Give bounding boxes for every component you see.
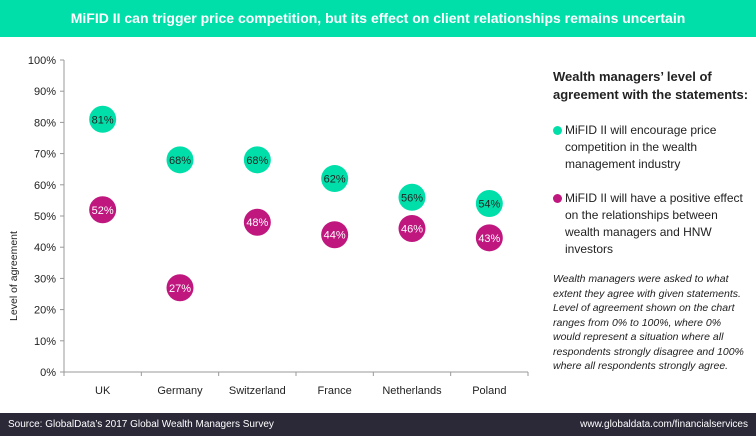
y-tick-label: 90% (34, 86, 56, 98)
legend-item-relationships: MiFID II will have a positive effect on … (553, 190, 753, 258)
data-label: 68% (246, 155, 268, 167)
x-tick-label: Switzerland (229, 385, 286, 397)
magenta-dot-icon (553, 194, 562, 203)
teal-dot-icon (553, 126, 562, 135)
data-point-relationships (475, 224, 503, 252)
bubble-chart: 0% 10% 20% 30% 40% 50% 60% 70% 80% 90% 100% UK Germa… (8, 55, 529, 397)
data-label: 48% (246, 217, 268, 229)
y-tick-label: 80% (34, 117, 56, 129)
data-point-price-competition (321, 165, 349, 193)
x-tick-label: Netherlands (382, 385, 442, 397)
data-point-relationships (398, 214, 426, 242)
x-tick-label: France (318, 385, 352, 397)
data-label: 44% (324, 230, 346, 242)
y-tick-label: 70% (34, 149, 56, 161)
data-label: 27% (169, 283, 191, 295)
website-link[interactable]: www.globaldata.com/financialservices (580, 419, 748, 430)
data-label: 81% (92, 114, 114, 126)
data-point-price-competition (166, 146, 194, 174)
chart-note: Wealth managers were asked to what exten… (553, 273, 744, 372)
data-label: 46% (401, 223, 423, 235)
chart-title: MiFID II can trigger price competition, … (0, 0, 756, 37)
data-point-relationships (243, 208, 271, 236)
data-point-relationships (166, 274, 194, 302)
data-label: 52% (92, 205, 114, 217)
y-tick-label: 30% (34, 273, 56, 285)
data-point-relationships (89, 196, 117, 224)
data-point-price-competition (89, 105, 117, 133)
data-point-price-competition (398, 183, 426, 211)
y-tick-label: 40% (34, 242, 56, 254)
legend-item-price-competition: MiFID II will encourage price competitio… (553, 122, 753, 173)
y-tick-label: 20% (34, 305, 56, 317)
y-tick-label: 100% (28, 55, 56, 67)
footer: Source: GlobalData’s 2017 Global Wealth … (0, 413, 756, 436)
data-label: 62% (324, 174, 346, 186)
data-label: 56% (401, 192, 423, 204)
y-tick-label: 50% (34, 211, 56, 223)
y-tick-label: 0% (40, 367, 56, 379)
legend: Wealth managers’ level of agreement with… (553, 68, 753, 275)
data-point-price-competition (475, 190, 503, 218)
data-label: 68% (169, 155, 191, 167)
x-tick-label: UK (95, 385, 111, 397)
source-text: Source: GlobalData’s 2017 Global Wealth … (8, 419, 274, 430)
y-tick-label: 10% (34, 336, 56, 348)
data-label: 54% (478, 199, 500, 211)
data-point-price-competition (243, 146, 271, 174)
x-tick-label: Poland (472, 385, 506, 397)
y-tick-label: 60% (34, 180, 56, 192)
data-label: 43% (478, 233, 500, 245)
y-axis-label: Level of agreement (8, 231, 20, 321)
legend-heading: Wealth managers’ level of agreement with… (553, 69, 749, 102)
data-point-relationships (321, 221, 349, 249)
x-tick-label: Germany (157, 385, 203, 397)
